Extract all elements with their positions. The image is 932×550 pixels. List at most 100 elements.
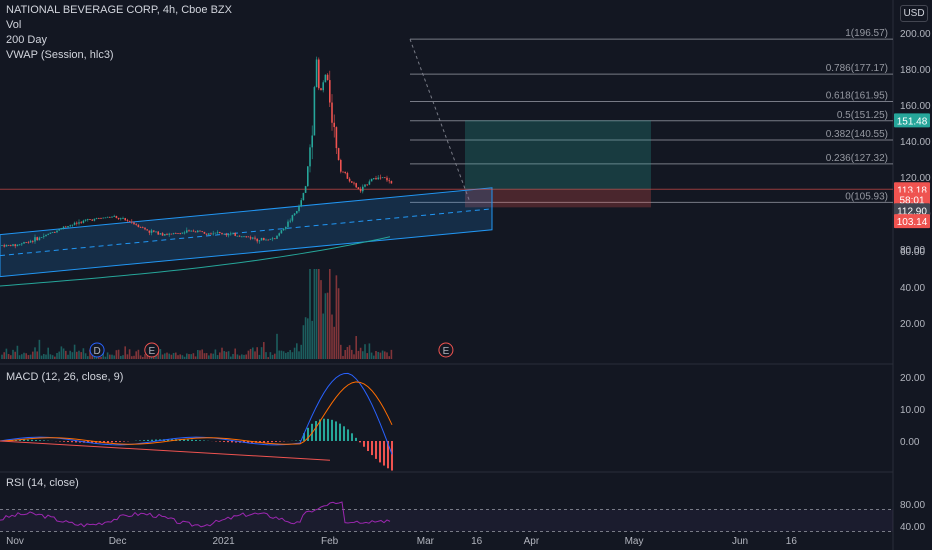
volume-bar	[212, 353, 214, 359]
vwap-label[interactable]: VWAP (Session, hlc3)	[6, 49, 114, 61]
volume-label[interactable]: Vol	[6, 19, 22, 31]
macd-histogram-bar	[235, 441, 237, 443]
macd-histogram-bar	[359, 441, 361, 443]
volume-bar	[274, 353, 276, 359]
volume-bar	[225, 351, 228, 359]
volume-bar	[276, 333, 278, 359]
candle-body	[254, 237, 256, 239]
volume-bar	[252, 347, 254, 359]
volume-bar	[76, 351, 78, 359]
volume-bar	[302, 325, 305, 359]
candle-body	[326, 74, 329, 81]
volume-bar	[186, 353, 188, 359]
candle-body	[190, 230, 192, 232]
candle-body	[340, 160, 342, 172]
candle-body	[3, 245, 5, 247]
volume-bar	[357, 350, 360, 359]
volume-tick-label: 60.00	[900, 247, 925, 258]
macd-histogram-bar	[227, 441, 229, 443]
currency-button[interactable]: USD	[900, 5, 928, 22]
candle-body	[100, 218, 102, 219]
volume-bar	[388, 356, 390, 359]
rsi-legend[interactable]: RSI (14, close)	[6, 477, 79, 489]
candle-body	[93, 218, 96, 221]
volume-bar	[115, 350, 118, 359]
time-tick-label: Apr	[524, 536, 540, 547]
candle-body	[260, 237, 263, 241]
moving-average-label[interactable]: 200 Day	[6, 34, 47, 46]
candle-body	[34, 237, 36, 242]
candle-body	[146, 229, 148, 231]
candle-body	[313, 87, 316, 136]
volume-bar	[170, 354, 173, 359]
volume-bar	[238, 355, 241, 359]
candle-body	[117, 217, 120, 220]
macd-histogram-bar	[371, 441, 373, 456]
macd-histogram-bar	[363, 441, 365, 447]
candle-body	[230, 233, 232, 235]
volume-bar	[27, 355, 30, 359]
volume-bar	[10, 355, 12, 359]
macd-histogram-bar	[171, 439, 173, 441]
candle-body	[201, 231, 203, 233]
candle-body	[210, 233, 212, 235]
macd-histogram-bar	[75, 441, 77, 443]
macd-histogram-bar	[367, 441, 369, 452]
time-tick-label: Nov	[6, 536, 24, 547]
volume-bar	[144, 354, 146, 359]
candle-body	[199, 230, 201, 232]
price-label-text: 151.48	[897, 116, 928, 127]
candle-body	[40, 237, 43, 238]
macd-histogram-bar	[279, 441, 281, 442]
volume-bar	[89, 349, 91, 359]
candle-body	[265, 239, 267, 241]
macd-histogram-bar	[391, 441, 393, 471]
volume-bar	[331, 314, 333, 359]
fib-level-label: 0.618(161.95)	[826, 90, 888, 101]
candle-body	[276, 235, 278, 239]
volume-bar	[318, 269, 320, 359]
volume-bar	[254, 351, 256, 359]
candle-body	[194, 231, 197, 233]
volume-bar	[62, 348, 65, 359]
candle-body	[153, 230, 155, 232]
macd-histogram-bar	[323, 418, 325, 441]
candle-body	[364, 184, 366, 187]
volume-bar	[78, 350, 80, 359]
price-label-text: 112.90	[897, 206, 927, 217]
candle-body	[342, 171, 344, 173]
candle-body	[175, 232, 177, 234]
macd-histogram-bar	[387, 441, 389, 469]
volume-bar	[34, 347, 36, 359]
volume-bar	[113, 355, 115, 359]
macd-legend[interactable]: MACD (12, 26, close, 9)	[6, 371, 124, 383]
candle-body	[120, 218, 122, 220]
volume-bar	[364, 344, 366, 359]
volume-bar	[384, 351, 386, 359]
candle-body	[65, 226, 67, 228]
macd-line	[0, 372, 393, 455]
candle-body	[23, 242, 25, 244]
volume-bar	[87, 356, 89, 359]
candle-body	[311, 135, 313, 148]
candle-body	[25, 242, 27, 243]
volume-bar	[120, 355, 122, 359]
volume-bar	[342, 355, 344, 359]
candle-body	[29, 240, 32, 243]
candle-body	[73, 222, 76, 225]
volume-bar	[128, 349, 131, 359]
candle-body	[179, 233, 181, 235]
candle-body	[373, 178, 375, 179]
event-marker	[438, 342, 454, 358]
macd-histogram-bar	[231, 441, 233, 443]
macd-histogram-bar	[67, 441, 69, 443]
candle-body	[128, 220, 131, 222]
symbol-title[interactable]: NATIONAL BEVERAGE CORP, 4h, Cboe BZX	[6, 4, 232, 16]
price-tick-label: 200.00	[900, 29, 931, 40]
macd-histogram-bar	[63, 441, 65, 442]
volume-bar	[139, 355, 142, 359]
main-legend: NATIONAL BEVERAGE CORP, 4h, Cboe BZX Vol…	[6, 3, 232, 63]
volume-bar	[179, 354, 181, 359]
fib-trend-line	[409, 39, 471, 203]
